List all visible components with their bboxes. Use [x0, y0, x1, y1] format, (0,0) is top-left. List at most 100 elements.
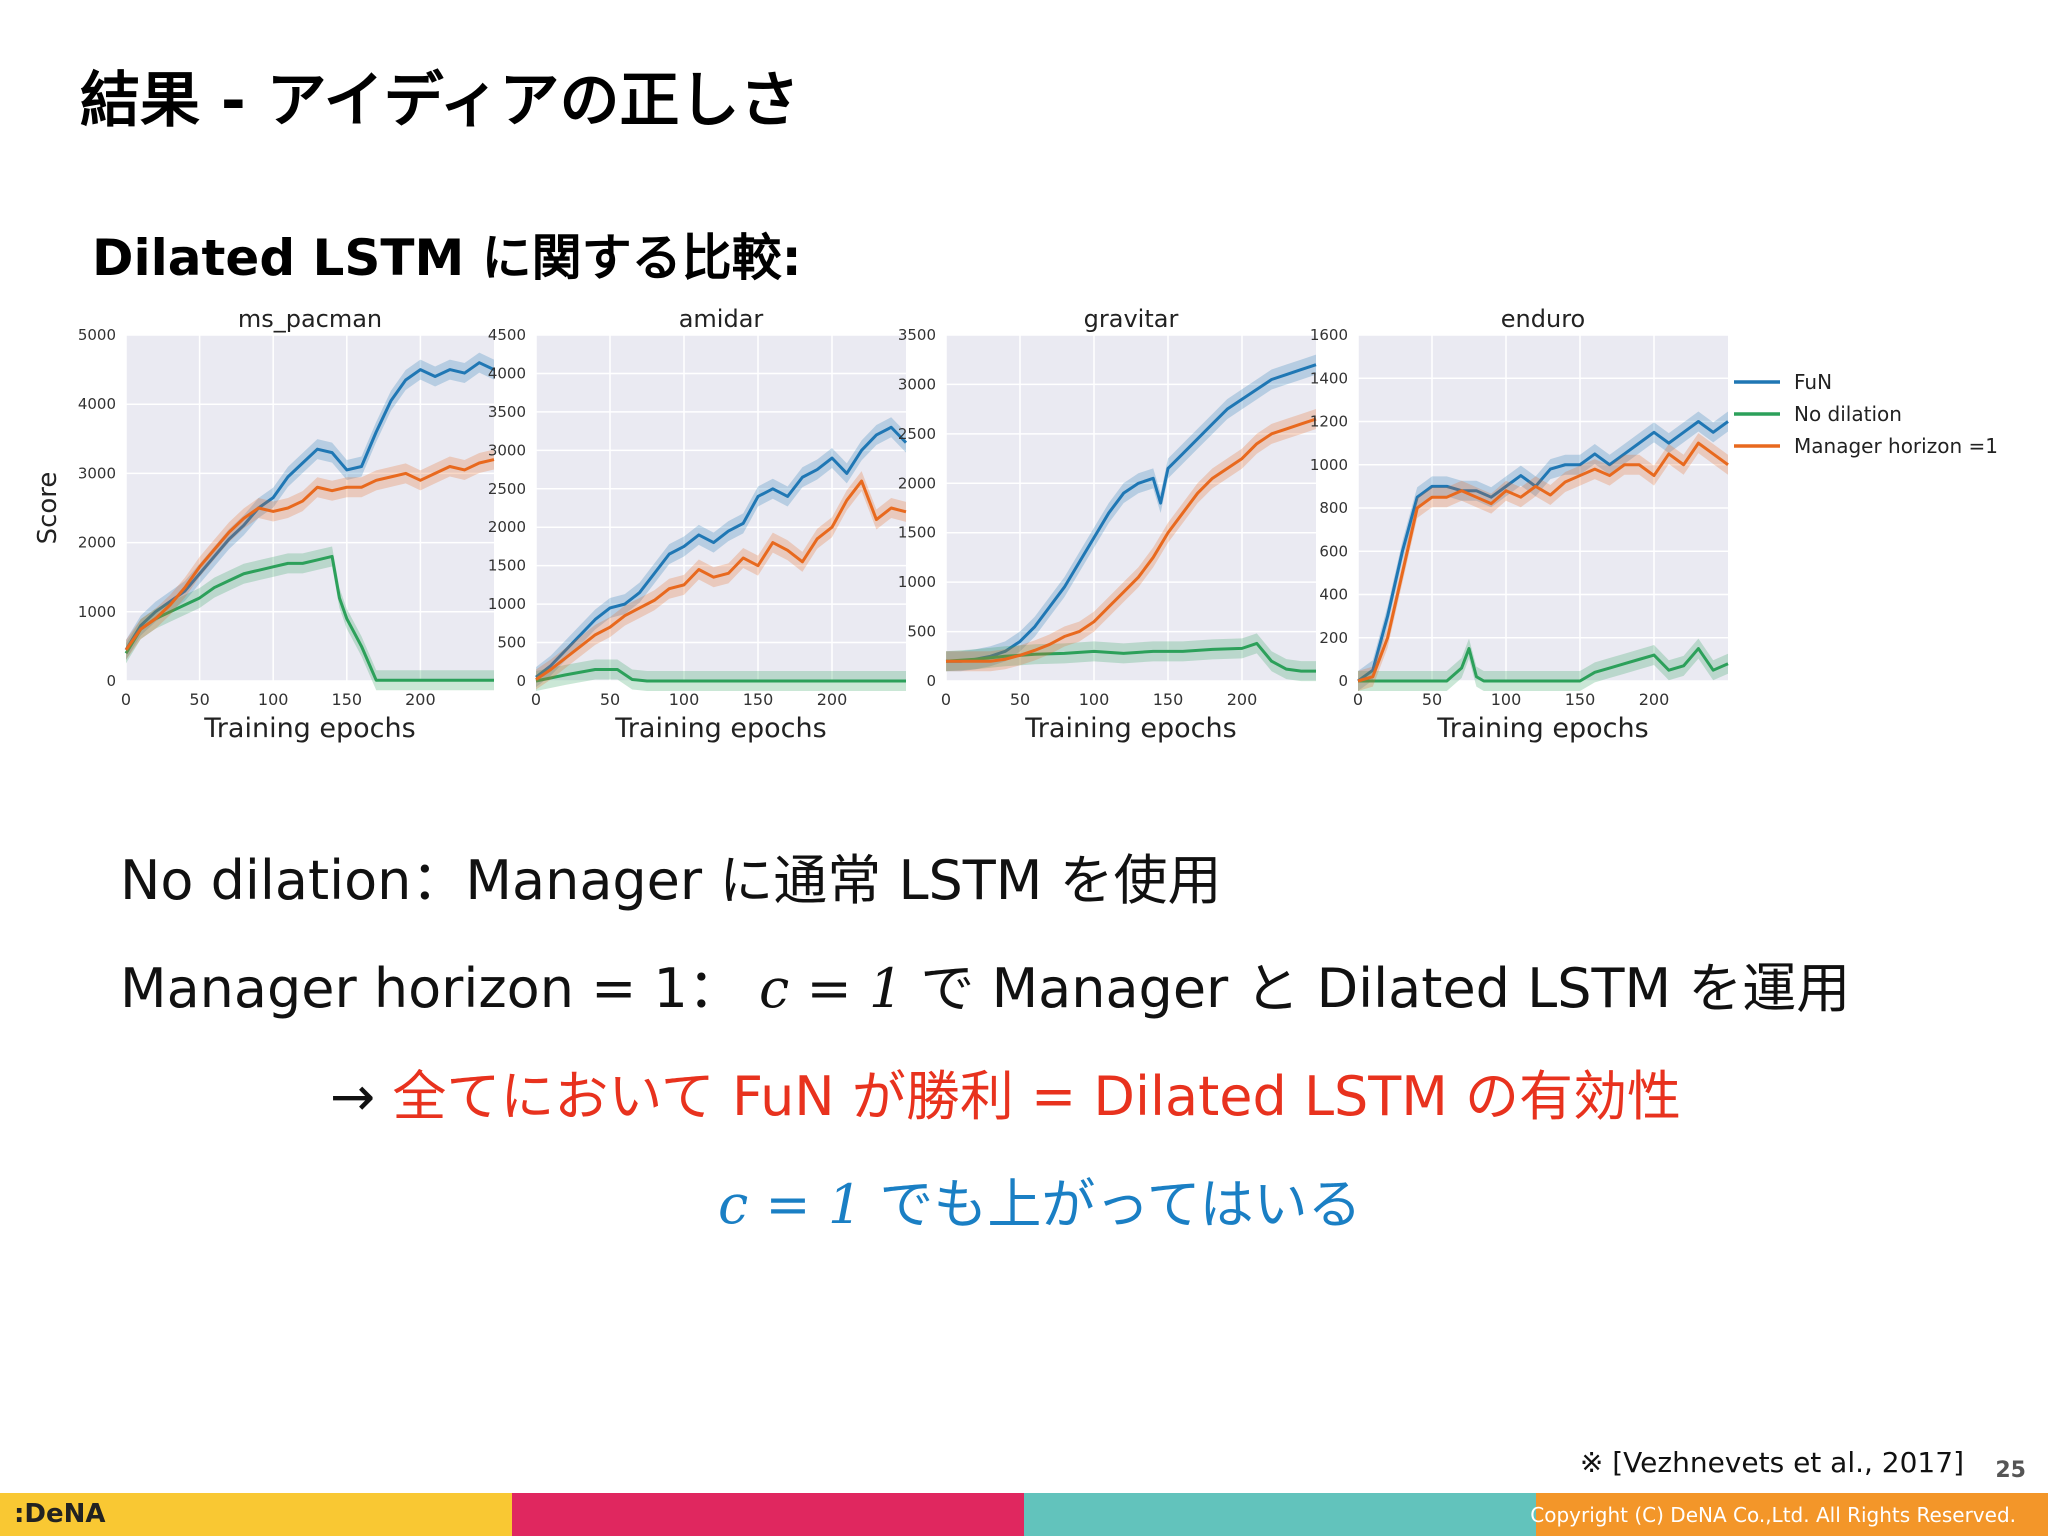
x-tick-label: 50 — [1010, 690, 1030, 709]
series-line-FuN — [946, 363, 1317, 663]
series-band-Manager horizon =1 — [1358, 433, 1728, 691]
x-tick-label: 150 — [743, 690, 774, 709]
chart-enduro: 0 50 100 150 200 0 200 400 600 800 1000 1200 1400 160… — [1310, 305, 1729, 744]
y-tick-label: 600 — [1319, 542, 1348, 560]
series-band-Manager horizon =1 — [536, 471, 906, 690]
plot-area — [536, 335, 906, 681]
text-no-dilation: No dilation：Manager に通常 LSTM を使用 — [120, 849, 1222, 912]
chart-amidar: 0 50 100 150 2000500100015002000250030003500… — [488, 305, 908, 744]
y-tick-label: 200 — [1319, 629, 1348, 647]
series-band-FuN — [946, 354, 1316, 672]
y-tick-label: 1500 — [488, 557, 526, 575]
y-tick-label: 800 — [1319, 499, 1348, 517]
slide-subtitle: Dilated LSTM に関する比較: — [92, 229, 802, 287]
y-tick-label: 1000 — [78, 603, 116, 621]
x-tick-label: 150 — [332, 690, 363, 709]
text-manager-horizon-post: で Manager と Dilated LSTM を運用 — [903, 957, 1851, 1020]
series-line-Manager horizon =1 — [1357, 441, 1729, 683]
y-tick-label: 500 — [907, 623, 936, 641]
y-tick-label: 3000 — [898, 375, 936, 393]
x-axis-label: Training epochs — [203, 713, 415, 744]
y-tick-label: 0 — [516, 672, 526, 690]
text-fun-wins: 全てにおいて FuN が勝利 = Dilated LSTM の有効性 — [392, 1065, 1682, 1128]
y-tick-label: 3500 — [898, 326, 936, 344]
series-line-FuN — [535, 425, 908, 679]
x-tick-label: 200 — [1227, 690, 1258, 709]
x-tick-label: 100 — [1491, 690, 1522, 709]
chart-legend: FuN No dilation Manager horizon =1 — [1734, 370, 1998, 458]
series-line-No dilation — [124, 554, 494, 682]
series-band-No dilation — [946, 633, 1316, 682]
y-tick-label: 0 — [1338, 672, 1348, 690]
x-axis-label: Training epochs — [1024, 713, 1236, 744]
y-tick-label: 1000 — [898, 573, 936, 591]
charts-figure: FuN No dilation Manager horizon =1 0 50 100 1… — [33, 305, 1998, 744]
y-tick-label: 3000 — [78, 464, 116, 482]
citation: ※ [Vezhnevets et al., 2017] — [1579, 1446, 1964, 1479]
y-axis-label: Score — [33, 472, 63, 545]
x-tick-label: 50 — [1422, 690, 1442, 709]
chart-title: ms_pacman — [238, 305, 382, 333]
series-line-FuN — [1357, 420, 1729, 683]
y-tick-label: 1500 — [898, 524, 936, 542]
y-tick-label: 4000 — [78, 395, 116, 413]
footer-bar: :DeNA Copyright (C) DeNA Co.,Ltd. All Ri… — [0, 1493, 2048, 1536]
y-tick-label: 400 — [1319, 586, 1348, 604]
x-tick-label: 0 — [531, 690, 541, 709]
y-tick-label: 3500 — [488, 403, 526, 421]
dena-logo: :DeNA — [14, 1499, 106, 1529]
chart-title: enduro — [1501, 305, 1585, 333]
y-tick-label: 2500 — [488, 480, 526, 498]
footer-seg-orange: Copyright (C) DeNA Co.,Ltd. All Rights R… — [1530, 1493, 2048, 1536]
x-tick-label: 200 — [405, 690, 436, 709]
y-tick-label: 0 — [106, 672, 116, 690]
y-tick-label: 0 — [926, 672, 936, 690]
x-axis-label: Training epochs — [614, 713, 826, 744]
series-line-Manager horizon =1 — [535, 479, 907, 681]
x-tick-label: 50 — [600, 690, 620, 709]
legend-label: FuN — [1794, 370, 1832, 394]
series-band-No dilation — [126, 546, 494, 691]
y-tick-label: 1000 — [488, 595, 526, 613]
footer-seg-teal — [1024, 1493, 1536, 1536]
y-tick-label: 1200 — [1310, 413, 1348, 431]
text-conclusion: → 全てにおいて FuN が勝利 = Dilated LSTM の有効性 — [330, 1052, 1681, 1131]
x-tick-label: 100 — [1079, 690, 1110, 709]
math-c-equals-1: c = 1 — [759, 957, 904, 1020]
series-line-FuN — [124, 361, 495, 651]
y-tick-label: 2000 — [78, 534, 116, 552]
y-tick-label: 5000 — [78, 326, 116, 344]
slide-title: 結果 - アイディアの正しさ — [80, 66, 800, 136]
y-tick-label: 1600 — [1310, 326, 1348, 344]
series-line-No dilation — [535, 667, 906, 683]
y-tick-label: 4000 — [488, 364, 526, 382]
x-tick-label: 200 — [817, 690, 848, 709]
series-band-Manager horizon =1 — [126, 449, 494, 660]
y-tick-label: 2000 — [898, 474, 936, 492]
series-line-Manager horizon =1 — [124, 458, 495, 651]
y-tick-label: 500 — [497, 634, 526, 652]
chart-title: gravitar — [1084, 305, 1179, 333]
y-tick-label: 2500 — [898, 425, 936, 443]
y-tick-label: 4500 — [488, 326, 526, 344]
text-manager-horizon: Manager horizon = 1： c = 1 で Manager と D… — [120, 944, 1850, 1023]
arrow-icon: → — [330, 1065, 393, 1128]
x-tick-label: 0 — [121, 690, 131, 709]
x-tick-label: 200 — [1639, 690, 1670, 709]
chart-title: amidar — [679, 305, 764, 333]
x-tick-label: 0 — [1353, 690, 1363, 709]
y-tick-label: 1400 — [1310, 369, 1348, 387]
plot-area — [126, 335, 494, 681]
footer-seg-yellow: :DeNA — [0, 1493, 512, 1536]
x-tick-label: 100 — [669, 690, 700, 709]
chart-ms_pacman: 0 50 100 150 200010002000300040005000ms_pacm… — [33, 305, 495, 744]
y-tick-label: 1000 — [1310, 456, 1348, 474]
footer-seg-pink — [512, 1493, 1024, 1536]
legend-label: No dilation — [1794, 402, 1902, 426]
x-tick-label: 150 — [1565, 690, 1596, 709]
x-tick-label: 0 — [941, 690, 951, 709]
series-band-Manager horizon =1 — [946, 409, 1316, 672]
x-tick-label: 150 — [1153, 690, 1184, 709]
legend-label: Manager horizon =1 — [1794, 434, 1998, 458]
x-tick-label: 100 — [258, 690, 289, 709]
